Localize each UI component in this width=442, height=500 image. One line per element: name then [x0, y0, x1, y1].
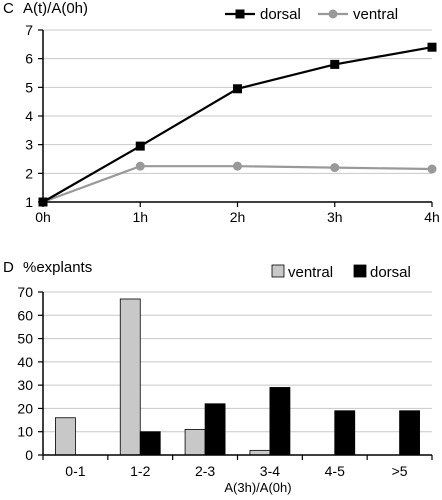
bar-ventral-0-1: [55, 417, 76, 456]
line-chart-series-ventral-line: [42, 165, 433, 204]
line-chart-series: [38, 42, 437, 207]
line-chart-y-tick-label-2: 2: [25, 165, 33, 181]
line-chart-y-tick-labels: 1 2 3 4 5 6 7: [25, 22, 33, 210]
line-chart-y-tick-label-7: 7: [25, 22, 33, 38]
line-chart-point-ventral-2h: [233, 161, 242, 171]
line-chart-x-tick-label-3h: 3h: [327, 209, 343, 225]
line-chart-x-tick-label-0h: 0h: [35, 209, 51, 225]
line-chart-y-tick-label-4: 4: [25, 108, 33, 124]
bar-dorsal-4-5: [334, 410, 356, 456]
bar-chart-y-tick-label-20: 20: [17, 400, 33, 416]
line-chart-y-tick-label-5: 5: [25, 79, 33, 95]
bar-chart-legend: ventral dorsal: [271, 264, 411, 281]
bar-dorsal-3-4: [269, 387, 291, 456]
line-chart-point-dorsal-0h: [38, 197, 48, 207]
bar-chart-x-tick-label-2-3: 2-3: [195, 463, 215, 479]
bar-chart-axes: [38, 291, 433, 460]
line-chart-point-ventral-4h: [427, 164, 437, 174]
bar-chart-gridlines: [43, 291, 432, 433]
bar-ventral-2-3: [184, 428, 206, 456]
line-chart-x-tick-label-2h: 2h: [230, 209, 246, 225]
bar-chart-x-tick-label-1-2: 1-2: [130, 463, 150, 479]
line-chart-x-tick-label-4h: 4h: [424, 209, 440, 225]
bar-chart-x-tick-labels: 0-1 1-2 2-3 3-4 4-5 >5: [65, 463, 407, 479]
panel-letter-d: D: [3, 259, 14, 276]
bar-chart-x-tick-label-0-1: 0-1: [65, 463, 85, 479]
line-chart-gridlines: [43, 29, 432, 174]
line-chart-axes: [38, 29, 433, 207]
bar-dorsal-2-3: [204, 403, 226, 456]
legend-label-dorsal: dorsal: [370, 264, 411, 281]
line-chart-title: A(t)/A(0h): [23, 0, 88, 17]
bar-dorsal-gt5: [399, 410, 420, 456]
legend-label-ventral: ventral: [288, 264, 333, 281]
bar-chart-panel-d: D %explants 0 10 20 30 40 50 60 70 0-1 1-2 2-3 3-4…: [3, 259, 433, 495]
line-chart-panel-c: C A(t)/A(0h) 1 2 3 4 5 6 7 0h 1h 2h 3h 4h dorsal ve…: [3, 0, 440, 225]
bar-chart-y-tick-label-40: 40: [17, 354, 33, 370]
legend-marker-dorsal: [235, 9, 245, 19]
bar-chart-x-tick-label-3-4: 3-4: [260, 463, 280, 479]
bar-chart-y-tick-label-0: 0: [25, 447, 33, 463]
panel-letter-c: C: [3, 0, 14, 17]
line-chart-point-dorsal-2h: [233, 84, 242, 94]
bar-chart-x-tick-label-gt5: >5: [392, 463, 408, 479]
bar-chart-x-tick-label-4-5: 4-5: [325, 463, 345, 479]
legend-label-dorsal: dorsal: [260, 6, 301, 23]
line-chart-legend: dorsal ventral: [225, 6, 398, 23]
bar-chart-y-tick-label-30: 30: [17, 377, 33, 393]
line-chart-point-ventral-1h: [135, 161, 145, 171]
bar-ventral-1-2: [119, 298, 141, 456]
legend-label-ventral: ventral: [353, 6, 398, 23]
line-chart-series-dorsal-line: [42, 46, 433, 203]
bar-chart-y-tick-labels: 0 10 20 30 40 50 60 70: [17, 284, 33, 463]
bar-chart-y-tick-label-60: 60: [17, 307, 33, 323]
line-chart-x-tick-labels: 0h 1h 2h 3h 4h: [35, 209, 440, 225]
line-chart-point-dorsal-1h: [135, 141, 145, 151]
line-chart-y-tick-label-6: 6: [25, 51, 33, 67]
legend-swatch-ventral: [271, 264, 285, 278]
line-chart-point-dorsal-4h: [427, 42, 437, 52]
bar-chart-y-tick-label-50: 50: [17, 331, 33, 347]
line-chart-x-tick-label-1h: 1h: [132, 209, 148, 225]
line-chart-y-tick-label-3: 3: [25, 137, 33, 153]
bar-dorsal-1-2: [139, 431, 161, 456]
bar-chart-bars: [55, 298, 420, 456]
line-chart-point-dorsal-3h: [330, 59, 340, 69]
bar-chart-y-tick-label-10: 10: [17, 424, 33, 440]
legend-swatch-dorsal: [353, 264, 367, 278]
line-chart-point-ventral-3h: [330, 163, 340, 173]
bar-chart-title: %explants: [23, 259, 92, 276]
bar-chart-y-tick-label-70: 70: [17, 284, 33, 300]
legend-marker-ventral: [328, 9, 338, 19]
line-chart-y-tick-label-1: 1: [25, 194, 33, 210]
bar-chart-x-axis-label: A(3h)/A(0h): [224, 480, 291, 495]
